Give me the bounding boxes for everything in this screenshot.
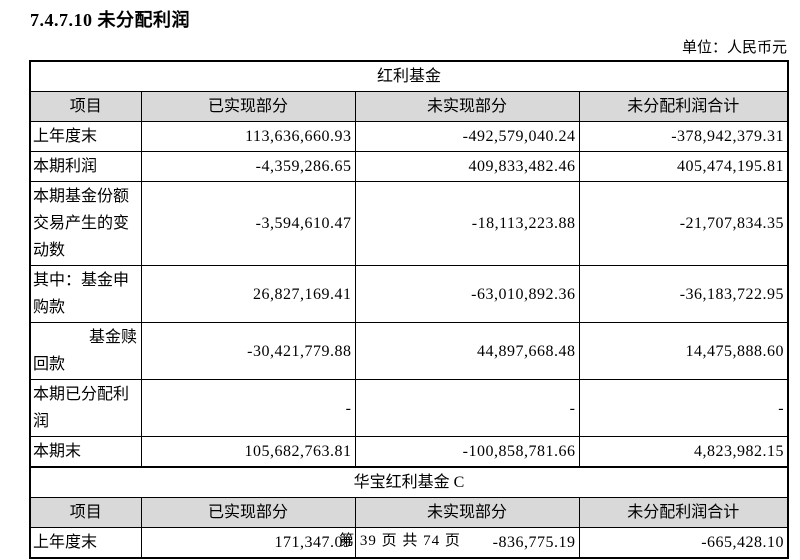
column-header-total: 未分配利润合计: [578, 497, 789, 528]
cell-realized: -30,421,779.88: [140, 322, 356, 380]
column-header-unrealized: 未实现部分: [354, 497, 580, 528]
column-header-realized: 已实现部分: [140, 91, 356, 122]
section-title-row: 华宝红利基金 C: [29, 466, 789, 498]
table-row: 本期已分配利润 - - -: [29, 379, 789, 437]
undistributed-profit-table: 红利基金 项目 已实现部分 未实现部分 未分配利润合计 上年度末 113,636…: [29, 60, 790, 559]
cell-unrealized: -492,579,040.24: [354, 121, 580, 152]
column-header-realized: 已实现部分: [140, 497, 356, 528]
cell-realized: 105,682,763.81: [140, 436, 356, 468]
cell-total: -665,428.10: [578, 527, 789, 559]
cell-realized: -: [140, 379, 356, 437]
table-header-row: 项目 已实现部分 未实现部分 未分配利润合计: [29, 91, 789, 122]
cell-realized: -4,359,286.65: [140, 151, 356, 182]
row-label: 上年度末: [29, 121, 142, 152]
row-label: 基金赎回款: [29, 322, 142, 380]
row-label: 本期已分配利润: [29, 379, 142, 437]
cell-unrealized: 409,833,482.46: [354, 151, 580, 182]
section-title: 华宝红利基金 C: [29, 466, 789, 498]
table-row: 基金赎回款 -30,421,779.88 44,897,668.48 14,47…: [29, 322, 789, 380]
table-row: 本期利润 -4,359,286.65 409,833,482.46 405,47…: [29, 151, 789, 182]
currency-unit-note: 单位：人民币元: [681, 40, 787, 56]
table-row: 上年度末 113,636,660.93 -492,579,040.24 -378…: [29, 121, 789, 152]
row-label: 其中：基金申购款: [29, 265, 142, 323]
column-header-item: 项目: [29, 91, 142, 122]
cell-realized: 113,636,660.93: [140, 121, 356, 152]
table-header-row: 项目 已实现部分 未实现部分 未分配利润合计: [29, 497, 789, 528]
row-label: 本期利润: [29, 151, 142, 182]
cell-total: 405,474,195.81: [578, 151, 789, 182]
cell-unrealized: 44,897,668.48: [354, 322, 580, 380]
cell-realized: -3,594,610.47: [140, 181, 356, 266]
column-header-item: 项目: [29, 497, 142, 528]
row-label: 本期基金份额交易产生的变动数: [29, 181, 142, 266]
section-title-row: 红利基金: [29, 60, 789, 92]
column-header-total: 未分配利润合计: [578, 91, 789, 122]
table-row: 本期末 105,682,763.81 -100,858,781.66 4,823…: [29, 436, 789, 468]
cell-total: -378,942,379.31: [578, 121, 789, 152]
section-heading: 7.4.7.10 未分配利润: [30, 10, 190, 30]
cell-realized: 171,347.09: [140, 527, 356, 559]
row-label: 本期末: [29, 436, 142, 468]
table-row: 上年度末 171,347.09 -836,775.19 -665,428.10: [29, 527, 789, 559]
cell-unrealized: -18,113,223.88: [354, 181, 580, 266]
cell-unrealized: -63,010,892.36: [354, 265, 580, 323]
page-number-footer: 第 39 页 共 74 页: [339, 533, 461, 549]
cell-unrealized: -: [354, 379, 580, 437]
cell-unrealized: -100,858,781.66: [354, 436, 580, 468]
table-row: 本期基金份额交易产生的变动数 -3,594,610.47 -18,113,223…: [29, 181, 789, 266]
cell-total: -36,183,722.95: [578, 265, 789, 323]
cell-total: 14,475,888.60: [578, 322, 789, 380]
table-row: 其中：基金申购款 26,827,169.41 -63,010,892.36 -3…: [29, 265, 789, 323]
column-header-unrealized: 未实现部分: [354, 91, 580, 122]
cell-realized: 26,827,169.41: [140, 265, 356, 323]
cell-total: 4,823,982.15: [578, 436, 789, 468]
cell-total: -: [578, 379, 789, 437]
section-title: 红利基金: [29, 60, 789, 92]
row-label: 上年度末: [29, 527, 142, 559]
cell-total: -21,707,834.35: [578, 181, 789, 266]
